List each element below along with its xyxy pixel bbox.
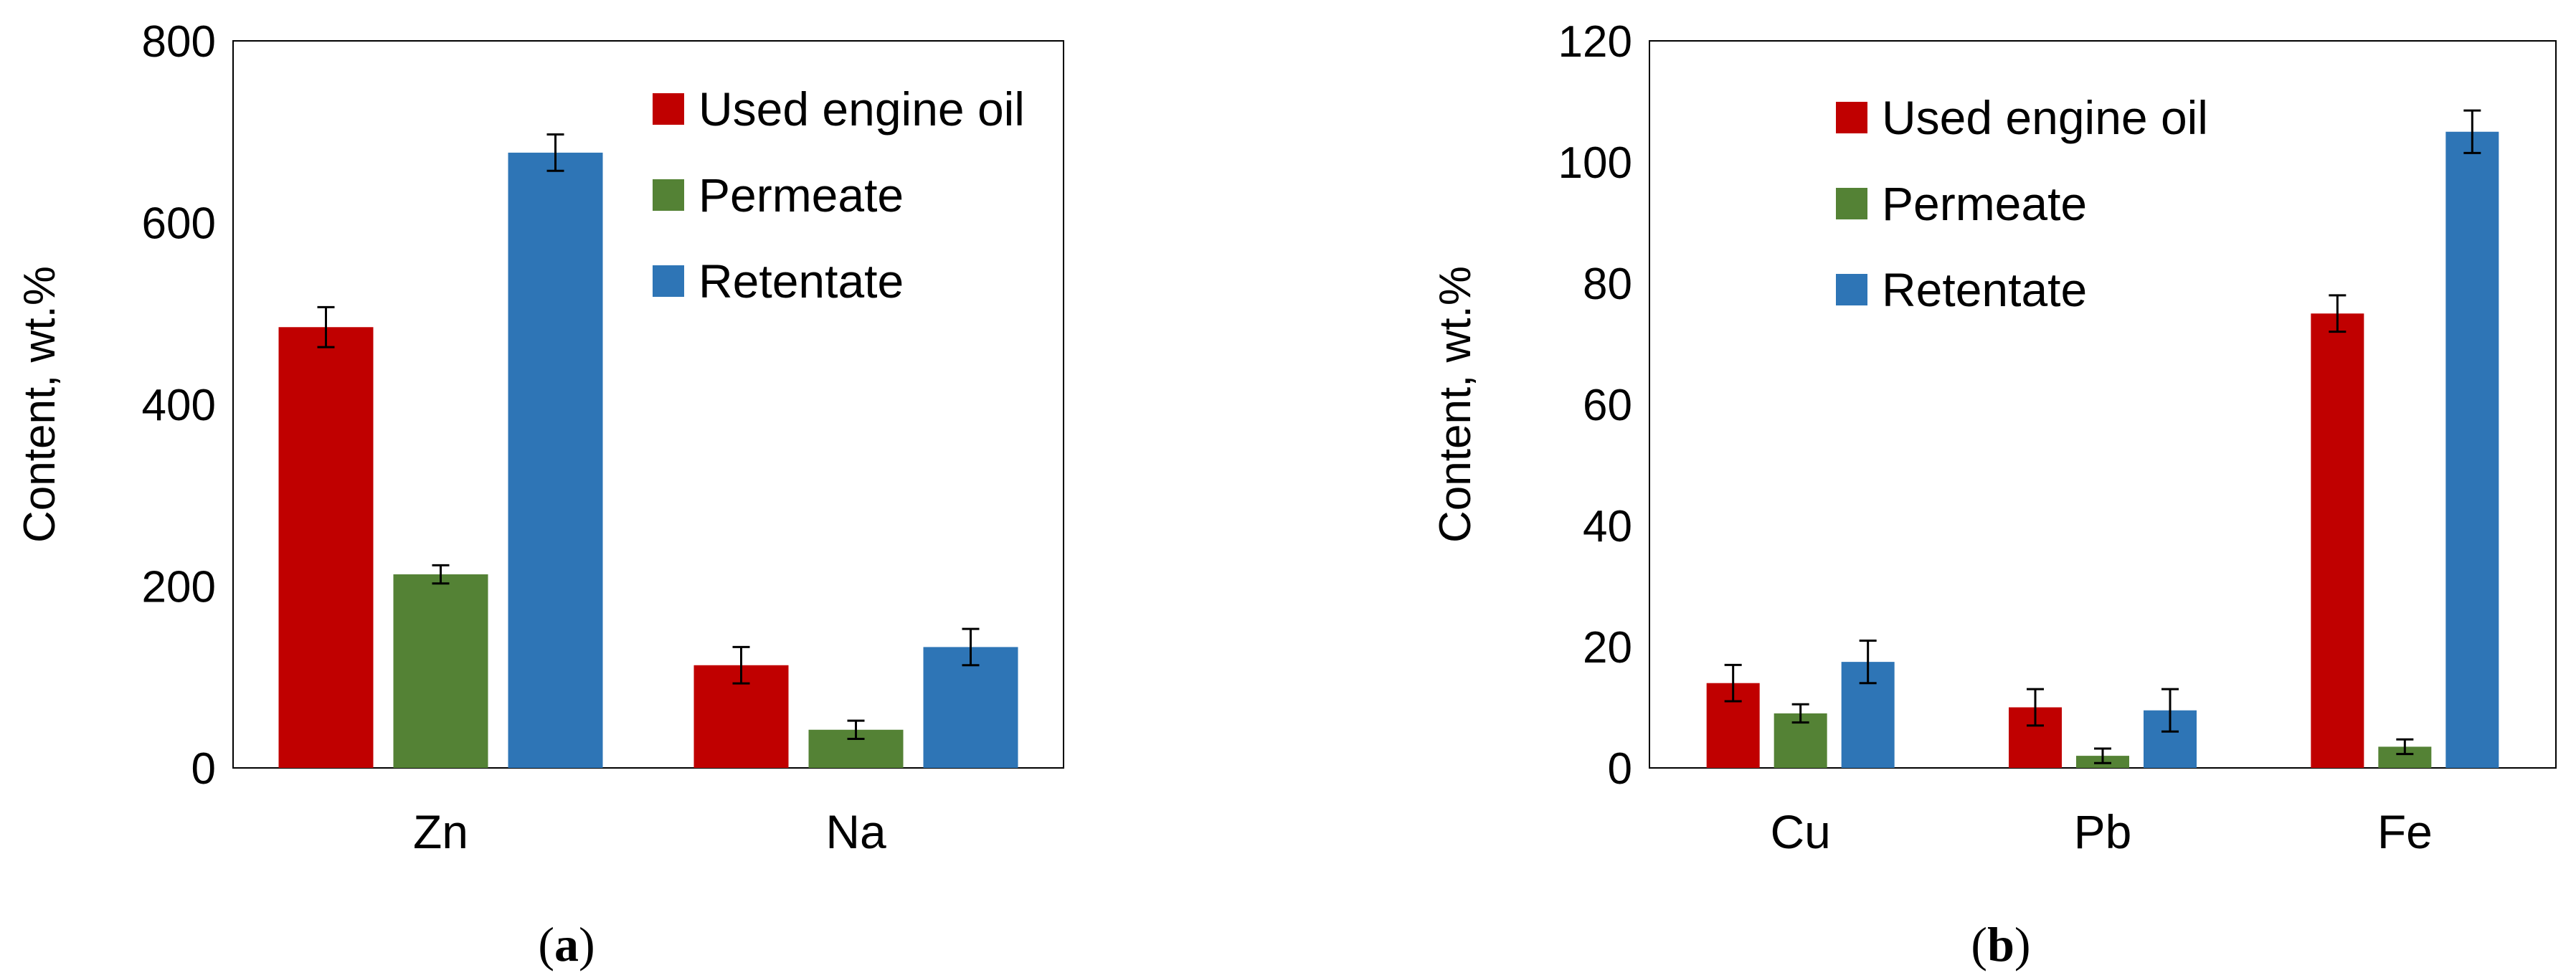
bar [2445, 131, 2499, 768]
legend: Used engine oil Permeate Retentate [653, 82, 1025, 308]
bar [393, 574, 488, 768]
y-tick-label: 40 [1583, 502, 1632, 551]
error-bar [546, 133, 564, 172]
legend-swatch [653, 179, 684, 211]
bar [508, 152, 603, 769]
error-bar [1791, 703, 1809, 724]
y-tick-label: 0 [191, 744, 216, 794]
panel-label-a: (a) [538, 917, 595, 972]
bars [1706, 131, 2499, 768]
category-label: Zn [413, 805, 468, 858]
error-bar [2463, 109, 2481, 154]
error-bars [317, 133, 980, 740]
legend-label: Retentate [699, 255, 904, 308]
y-axis-label: Content, wt.% [15, 266, 65, 543]
plot-frame [1649, 40, 2557, 769]
y-tick-label: 800 [142, 17, 216, 67]
error-bar [2161, 688, 2179, 733]
bar [923, 647, 1018, 768]
bar [2311, 313, 2364, 768]
y-tick-label: 60 [1583, 381, 1632, 430]
y-tick-labels: 0 200 400 600 800 [142, 17, 216, 794]
category-labels: Zn Na [413, 805, 886, 858]
legend-label: Used engine oil [699, 82, 1025, 136]
legend-swatch [1836, 188, 1867, 219]
category-label: Cu [1770, 805, 1830, 858]
y-tick-label: 400 [142, 381, 216, 430]
legend-label: Permeate [699, 168, 904, 222]
category-labels: Cu Pb Fe [1770, 805, 2432, 858]
y-tick-label: 80 [1583, 260, 1632, 309]
legend-label: Used engine oil [1882, 91, 2208, 144]
error-bar [1724, 663, 1742, 703]
error-bar [432, 564, 450, 585]
error-bar [2396, 738, 2414, 756]
category-label: Fe [2377, 805, 2433, 858]
panel-label-b: (b) [1971, 917, 2030, 972]
y-tick-label: 600 [142, 199, 216, 249]
y-tick-label: 20 [1583, 623, 1632, 673]
y-axis-label: Content, wt.% [1431, 266, 1480, 543]
y-tick-label: 0 [1608, 744, 1632, 794]
error-bar [2094, 747, 2111, 764]
y-tick-label: 100 [1558, 138, 1632, 188]
legend: Used engine oil Permeate Retentate [1836, 91, 2208, 316]
error-bar [962, 627, 980, 667]
error-bar [1859, 640, 1877, 685]
legend-swatch [1836, 274, 1867, 305]
legend-label: Retentate [1882, 263, 2087, 316]
legend-swatch [653, 93, 684, 125]
plot-frame [232, 40, 1064, 769]
error-bars [1724, 109, 2481, 764]
chart-panel-b: Content, wt.% 0 20 40 60 80 100 120 Cu Pb Fe Use… [1431, 17, 2557, 972]
error-bar [847, 719, 865, 740]
error-bar [2027, 688, 2044, 727]
bars [278, 152, 1018, 769]
chart-panel-a: Content, wt.% 0 200 400 600 800 Zn Na Used en… [15, 17, 1064, 972]
legend-swatch [653, 265, 684, 297]
error-bar [317, 305, 335, 348]
bar [278, 327, 374, 768]
y-tick-label: 200 [142, 563, 216, 612]
category-label: Pb [2074, 805, 2132, 858]
legend-label: Permeate [1882, 177, 2087, 230]
category-label: Na [825, 805, 886, 858]
y-tick-label: 120 [1558, 17, 1632, 67]
error-bar [2329, 294, 2347, 333]
legend-swatch [1836, 102, 1867, 133]
y-tick-labels: 0 20 40 60 80 100 120 [1558, 17, 1632, 794]
error-bar [732, 645, 750, 685]
